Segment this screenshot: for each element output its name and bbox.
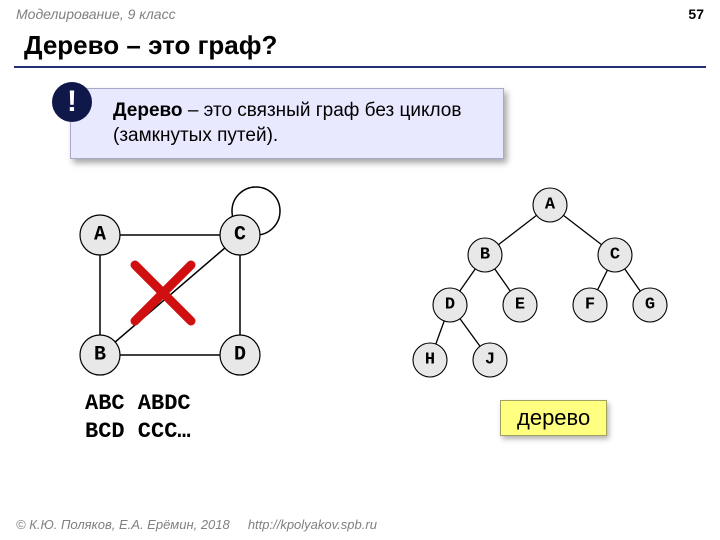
svg-text:C: C — [610, 246, 620, 265]
definition-term: Дерево — [113, 100, 183, 121]
svg-text:G: G — [645, 296, 655, 315]
course-title: Моделирование, 9 класс — [16, 6, 704, 22]
svg-text:A: A — [94, 224, 106, 247]
svg-text:C: C — [234, 224, 246, 247]
svg-text:A: A — [545, 196, 556, 215]
tree-label: дерево — [500, 400, 607, 436]
svg-text:D: D — [234, 344, 246, 367]
svg-text:F: F — [585, 296, 595, 315]
cycle-graph: A C B D — [60, 185, 320, 415]
svg-text:E: E — [515, 296, 525, 315]
footer-url: http://kpolyakov.spb.ru — [248, 517, 377, 532]
svg-text:D: D — [445, 296, 455, 315]
page-number: 57 — [688, 6, 704, 22]
title-rule — [14, 66, 706, 68]
svg-text:H: H — [425, 351, 435, 370]
footer: © К.Ю. Поляков, Е.А. Ерёмин, 2018 http:/… — [16, 517, 377, 532]
definition-callout: Дерево – это связный граф без циклов (за… — [70, 88, 504, 159]
page-title: Дерево – это граф? — [24, 30, 277, 61]
svg-text:J: J — [485, 351, 495, 370]
tree-graph: A B C D E F G H J — [400, 185, 690, 395]
copyright: © К.Ю. Поляков, Е.А. Ерёмин, 2018 — [16, 517, 230, 532]
svg-text:B: B — [94, 344, 106, 367]
cycles-list: ABC ABDC BCD CCC… — [85, 390, 191, 445]
svg-text:B: B — [480, 246, 490, 265]
exclamation-icon: ! — [52, 82, 92, 122]
